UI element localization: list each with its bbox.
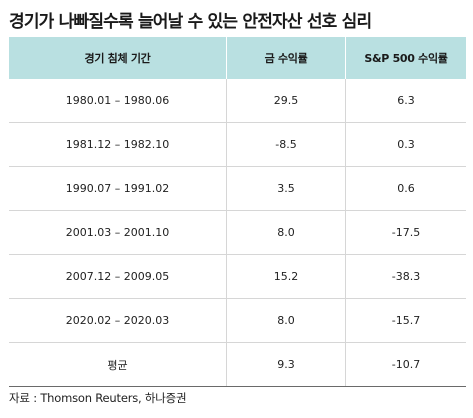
- table-row: 2001.03 – 2001.10 8.0 -17.5: [9, 211, 466, 255]
- source-note: 자료 : Thomson Reuters, 하나증권: [9, 391, 187, 405]
- page-title: 경기가 나빠질수록 늘어날 수 있는 안전자산 선호 심리: [9, 12, 372, 32]
- header-gold-return: 금 수익률: [227, 37, 346, 79]
- cell-gold: 15.2: [227, 255, 346, 298]
- cell-period: 1980.01 – 1980.06: [9, 79, 227, 122]
- table-row: 2020.02 – 2020.03 8.0 -15.7: [9, 299, 466, 343]
- header-period: 경기 침체 기간: [9, 37, 227, 79]
- table-row: 1980.01 – 1980.06 29.5 6.3: [9, 79, 466, 123]
- cell-gold: 29.5: [227, 79, 346, 122]
- cell-gold: 3.5: [227, 167, 346, 210]
- table-row: 2007.12 – 2009.05 15.2 -38.3: [9, 255, 466, 299]
- cell-period: 2001.03 – 2001.10: [9, 211, 227, 254]
- cell-gold: 9.3: [227, 343, 346, 386]
- cell-sp500: 0.3: [397, 138, 415, 151]
- cell-period: 2020.02 – 2020.03: [9, 299, 227, 342]
- table-row: 1981.12 – 1982.10 -8.5 0.3: [9, 123, 466, 167]
- table-row: 1990.07 – 1991.02 3.5 0.6: [9, 167, 466, 211]
- cell-sp500: 6.3: [397, 94, 415, 107]
- cell-period: 2007.12 – 2009.05: [9, 255, 227, 298]
- table-header: 경기 침체 기간 금 수익률 S&P 500 수익률: [9, 37, 466, 79]
- cell-sp500: -10.7: [391, 358, 421, 371]
- cell-gold: 8.0: [227, 299, 346, 342]
- cell-period: 1990.07 – 1991.02: [9, 167, 227, 210]
- returns-table: 경기 침체 기간 금 수익률 S&P 500 수익률 1980.01 – 198…: [9, 37, 466, 387]
- table-row-average: 평균 9.3 -10.7: [9, 343, 466, 387]
- cell-average-label: 평균: [9, 343, 227, 386]
- cell-sp500: -15.7: [391, 314, 421, 327]
- cell-sp500: -17.5: [391, 226, 421, 239]
- cell-period: 1981.12 – 1982.10: [9, 123, 227, 166]
- cell-gold: -8.5: [227, 123, 346, 166]
- header-sp500-return: S&P 500 수익률: [364, 52, 448, 65]
- cell-gold: 8.0: [227, 211, 346, 254]
- cell-sp500: 0.6: [397, 182, 415, 195]
- cell-sp500: -38.3: [391, 270, 421, 283]
